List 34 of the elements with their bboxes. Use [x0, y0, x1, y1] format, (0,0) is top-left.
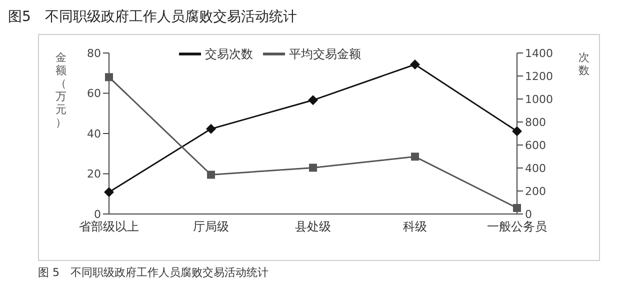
point [308, 95, 318, 106]
point [411, 152, 419, 161]
y2-tick-label: 1400 [525, 46, 553, 60]
y2-tick-label: 800 [525, 116, 546, 129]
y2-tick-label: 1000 [525, 92, 553, 106]
point [513, 204, 521, 212]
y-tick-label: 60 [87, 87, 101, 100]
point [410, 60, 420, 70]
y-tick-label: 40 [87, 127, 101, 140]
caption: 图 5 不同职级政府工作人员腐败交易活动统计 [38, 265, 270, 280]
y2-tick-label: 1200 [525, 70, 553, 83]
x-tick-label: 科级 [403, 220, 427, 234]
x-tick-label: 省部级以上 [79, 220, 139, 234]
legend-label: 交易次数 [205, 47, 253, 62]
chart-title: 图5 不同职级政府工作人员腐败交易活动统计 [8, 8, 298, 27]
point [104, 187, 114, 198]
x-tick-label: 一般公务员 [487, 220, 547, 234]
y-tick-label: 80 [87, 46, 101, 60]
point [207, 170, 215, 179]
y2-axis-title: 次数 [578, 51, 590, 77]
point [206, 124, 216, 134]
y-tick-label: 20 [87, 168, 101, 181]
y2-tick-label: 0 [525, 208, 532, 221]
point [105, 73, 113, 82]
legend-label: 平均交易金额 [289, 47, 361, 62]
point [512, 126, 522, 136]
y-axis-title: 金额（万元） [56, 51, 66, 129]
y-tick-label: 0 [94, 208, 101, 221]
x-tick-label: 县处级 [295, 220, 331, 234]
point [309, 164, 317, 172]
x-tick-label: 厅局级 [193, 220, 229, 234]
y2-tick-label: 600 [525, 138, 546, 152]
y2-tick-label: 400 [525, 162, 546, 175]
y2-tick-label: 200 [525, 184, 546, 198]
